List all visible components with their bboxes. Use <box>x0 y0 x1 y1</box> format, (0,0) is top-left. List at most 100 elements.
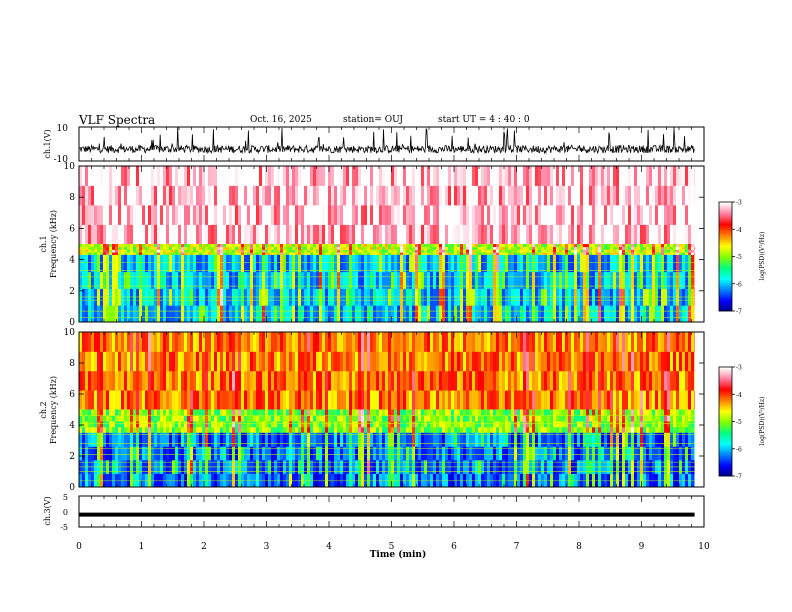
spectrogram-cell <box>661 332 665 352</box>
spectrogram-cell <box>424 252 428 256</box>
spectrogram-cell <box>553 351 557 372</box>
spectrogram-cell <box>469 166 473 186</box>
spectrogram-cell <box>640 390 644 410</box>
spectrogram-cell <box>364 473 368 487</box>
spectrogram-cell <box>286 421 290 428</box>
spectrogram-cell <box>133 421 137 428</box>
spectrogram-cell <box>91 305 95 322</box>
spectrogram-cell <box>466 271 470 289</box>
spectrogram-cell <box>127 473 131 487</box>
spectrogram-cell <box>298 473 302 487</box>
spectrogram-cell <box>139 224 143 245</box>
spectrogram-cell <box>178 246 182 250</box>
spectrogram-cell <box>574 421 578 428</box>
spectrogram-cell <box>322 390 326 410</box>
spectrogram-cell <box>373 332 377 352</box>
spectrogram-cell <box>391 332 395 352</box>
spectrogram-cell <box>226 246 230 250</box>
spectrogram-cell <box>202 473 206 487</box>
spectrogram-cell <box>103 224 107 245</box>
spectrogram-cell <box>544 205 548 225</box>
spectrogram-cell <box>235 224 239 245</box>
spectrogram-cell <box>157 390 161 410</box>
spectrogram-cell <box>319 252 323 256</box>
spectrogram-cell <box>499 249 503 253</box>
spectrogram-cell <box>163 271 167 289</box>
spectrogram-cell <box>559 426 563 434</box>
spectrogram-cell <box>463 185 467 206</box>
spectrogram-cell <box>340 252 344 256</box>
spectrogram-cell <box>271 409 275 416</box>
spectrogram-cell <box>433 421 437 428</box>
spectrogram-cell <box>469 409 473 416</box>
spectrogram-cell <box>361 432 365 447</box>
spectrogram-cell <box>631 244 635 248</box>
spectrogram-cell <box>112 249 116 253</box>
spectrogram-cell <box>319 244 323 248</box>
spectrogram-cell <box>607 370 611 391</box>
spectrogram-cell <box>400 332 404 352</box>
spectrogram-cell <box>547 244 551 248</box>
spectrogram-cell <box>655 415 659 422</box>
spectrogram-cell <box>541 473 545 487</box>
spectrogram-cell <box>631 332 635 352</box>
spectrogram-cell <box>331 249 335 253</box>
spectrogram-cell <box>334 166 338 186</box>
spectrogram-cell <box>109 249 113 253</box>
spectrogram-cell <box>637 421 641 428</box>
spectrogram-cell <box>331 370 335 391</box>
spectrogram-cell <box>367 390 371 410</box>
spectrogram-cell <box>139 426 143 434</box>
spectrogram-cell <box>295 409 299 416</box>
spectrogram-cell <box>490 421 494 428</box>
spectrogram-cell <box>151 370 155 391</box>
spectrogram-cell <box>412 415 416 422</box>
spectrogram-cell <box>229 271 233 289</box>
spectrogram-cell <box>634 246 638 250</box>
spectrogram-cell <box>310 332 314 352</box>
spectrogram-cell <box>430 249 434 253</box>
spectrogram-cell <box>433 254 437 273</box>
spectrogram-cell <box>226 370 230 391</box>
spectrogram-cell <box>124 446 128 461</box>
spectrogram-cell <box>187 426 191 434</box>
spectrogram-cell <box>427 370 431 391</box>
spectrogram-cell <box>379 185 383 206</box>
spectrogram-cell <box>409 421 413 428</box>
spectrogram-cell <box>166 421 170 428</box>
spectrogram-cell <box>385 305 389 322</box>
spectrogram-cell <box>538 244 542 248</box>
spectrogram-cell <box>208 409 212 416</box>
spectrogram-cell <box>604 305 608 322</box>
spectrogram-cell <box>658 305 662 322</box>
spectrogram-cell <box>538 252 542 256</box>
spectrogram-cell <box>277 185 281 206</box>
spectrogram-cell <box>217 254 221 273</box>
spectrogram-cell <box>652 249 656 253</box>
spectrogram-cell <box>292 409 296 416</box>
spectrogram-cell <box>280 370 284 391</box>
spectrogram-cell <box>343 432 347 447</box>
spectrogram-cell <box>598 415 602 422</box>
spectrogram-cell <box>676 224 680 245</box>
spectrogram-cell <box>403 246 407 250</box>
spectrogram-cell <box>238 421 242 428</box>
spectrogram-cell <box>493 432 497 447</box>
spectrogram-cell <box>496 305 500 322</box>
spectrogram-cell <box>217 351 221 372</box>
spectrogram-cell <box>640 415 644 422</box>
spectrogram-cell <box>610 185 614 206</box>
spectrogram-cell <box>481 271 485 289</box>
spectrogram-cell <box>475 432 479 447</box>
spectrogram-cell <box>325 254 329 273</box>
spectrogram-cell <box>643 205 647 225</box>
spectrogram-cell <box>640 432 644 447</box>
spectrogram-cell <box>583 446 587 461</box>
spectrogram-cell <box>526 415 530 422</box>
spectrogram-cell <box>385 244 389 248</box>
spectrogram-cell <box>457 432 461 447</box>
spectrogram-cell <box>358 305 362 322</box>
spectrogram-cell <box>259 421 263 428</box>
spectrogram-cell <box>268 252 272 256</box>
spectrogram-cell <box>520 351 524 372</box>
